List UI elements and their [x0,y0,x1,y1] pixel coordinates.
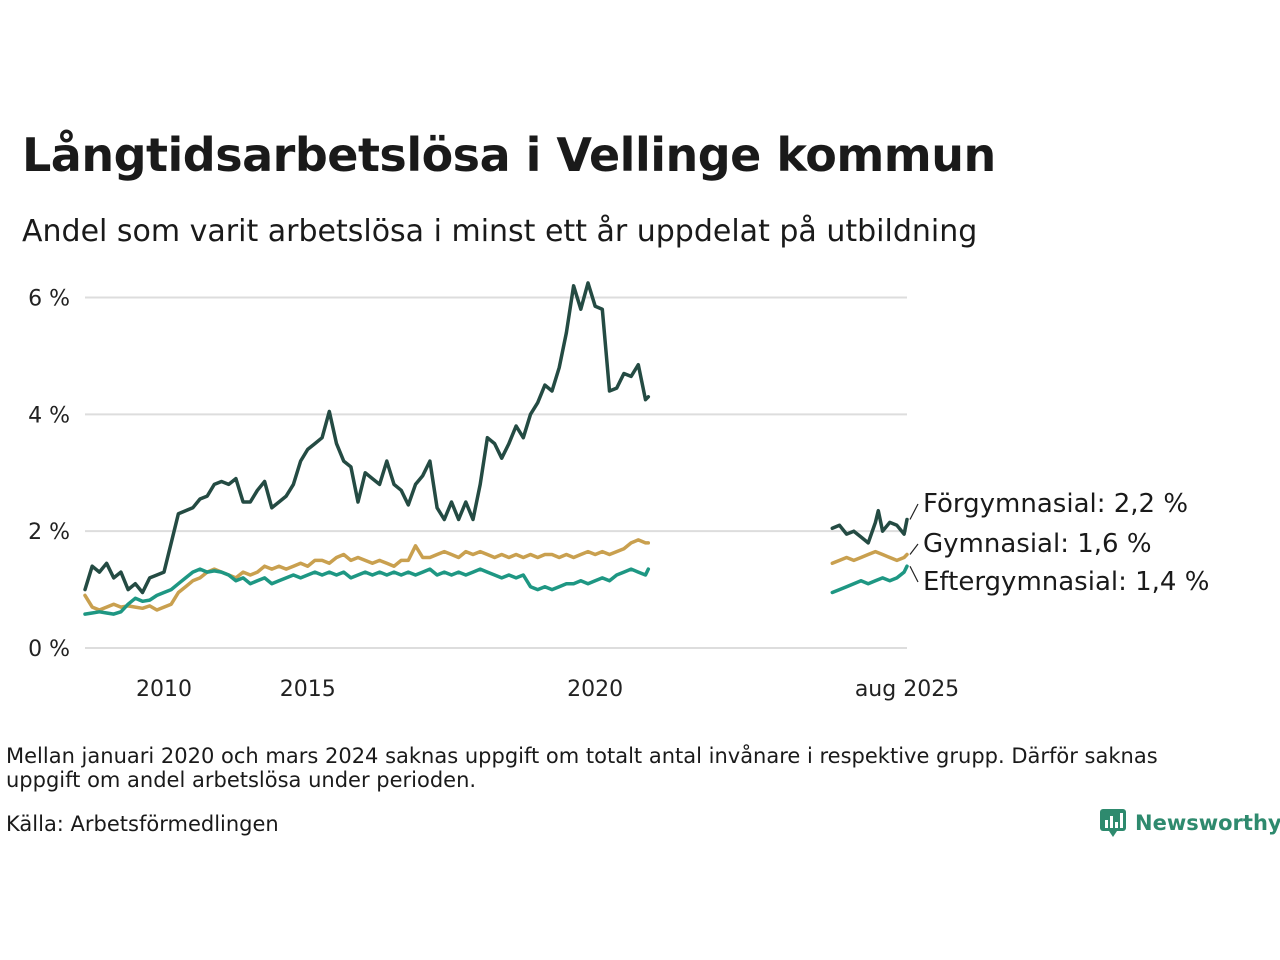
label-connector-forgymnasial [909,503,919,520]
x-tick-label: 2020 [567,677,623,702]
gridlines [85,296,907,649]
series-line-eftergymnasial [830,564,909,595]
series-line-forgymnasial [83,281,651,595]
brand-name: Newsworthy [1135,811,1280,835]
series-line-gymnasial [83,538,651,612]
series-line-forgymnasial [830,508,909,545]
footnote: Mellan januari 2020 och mars 2024 saknas… [6,744,1158,792]
x-tick-label: aug 2025 [855,677,959,702]
series-label-eftergymnasial: Eftergymnasial: 1,4 % [923,567,1209,597]
series-direct-labels: Förgymnasial: 2,2 % Gymnasial: 1,6 % Efter… [909,489,1209,597]
series-label-gymnasial: Gymnasial: 1,6 % [923,529,1152,559]
chart-subtitle: Andel som varit arbetslösa i minst ett å… [22,214,978,249]
series-lines [83,281,909,616]
y-tick-label: 0 % [28,637,70,662]
series-line-gymnasial [830,549,909,566]
x-axis-tick-labels: 2010 2015 2020 aug 2025 [136,677,959,702]
y-tick-label: 6 % [28,287,70,312]
series-line-eftergymnasial [83,567,651,616]
brand-logo[interactable]: Newsworthy [1099,808,1280,838]
chart-title: Långtidsarbetslösa i Vellinge kommun [22,128,996,182]
source-credit: Källa: Arbetsförmedlingen [6,812,279,836]
bar-chart-bubble-icon [1100,809,1126,837]
series-label-forgymnasial: Förgymnasial: 2,2 % [923,489,1188,519]
label-connector-eftergymnasial [909,565,919,583]
line-chart: 0 % 2 % 4 % 6 % 2010 2015 2020 aug 2025 Förgym… [28,281,1209,702]
y-tick-label: 4 % [28,403,70,428]
x-tick-label: 2015 [280,677,336,702]
y-tick-label: 2 % [28,520,70,545]
label-connector-gymnasial [909,543,919,555]
x-tick-label: 2010 [136,677,192,702]
y-axis-tick-labels: 0 % 2 % 4 % 6 % [28,287,70,662]
